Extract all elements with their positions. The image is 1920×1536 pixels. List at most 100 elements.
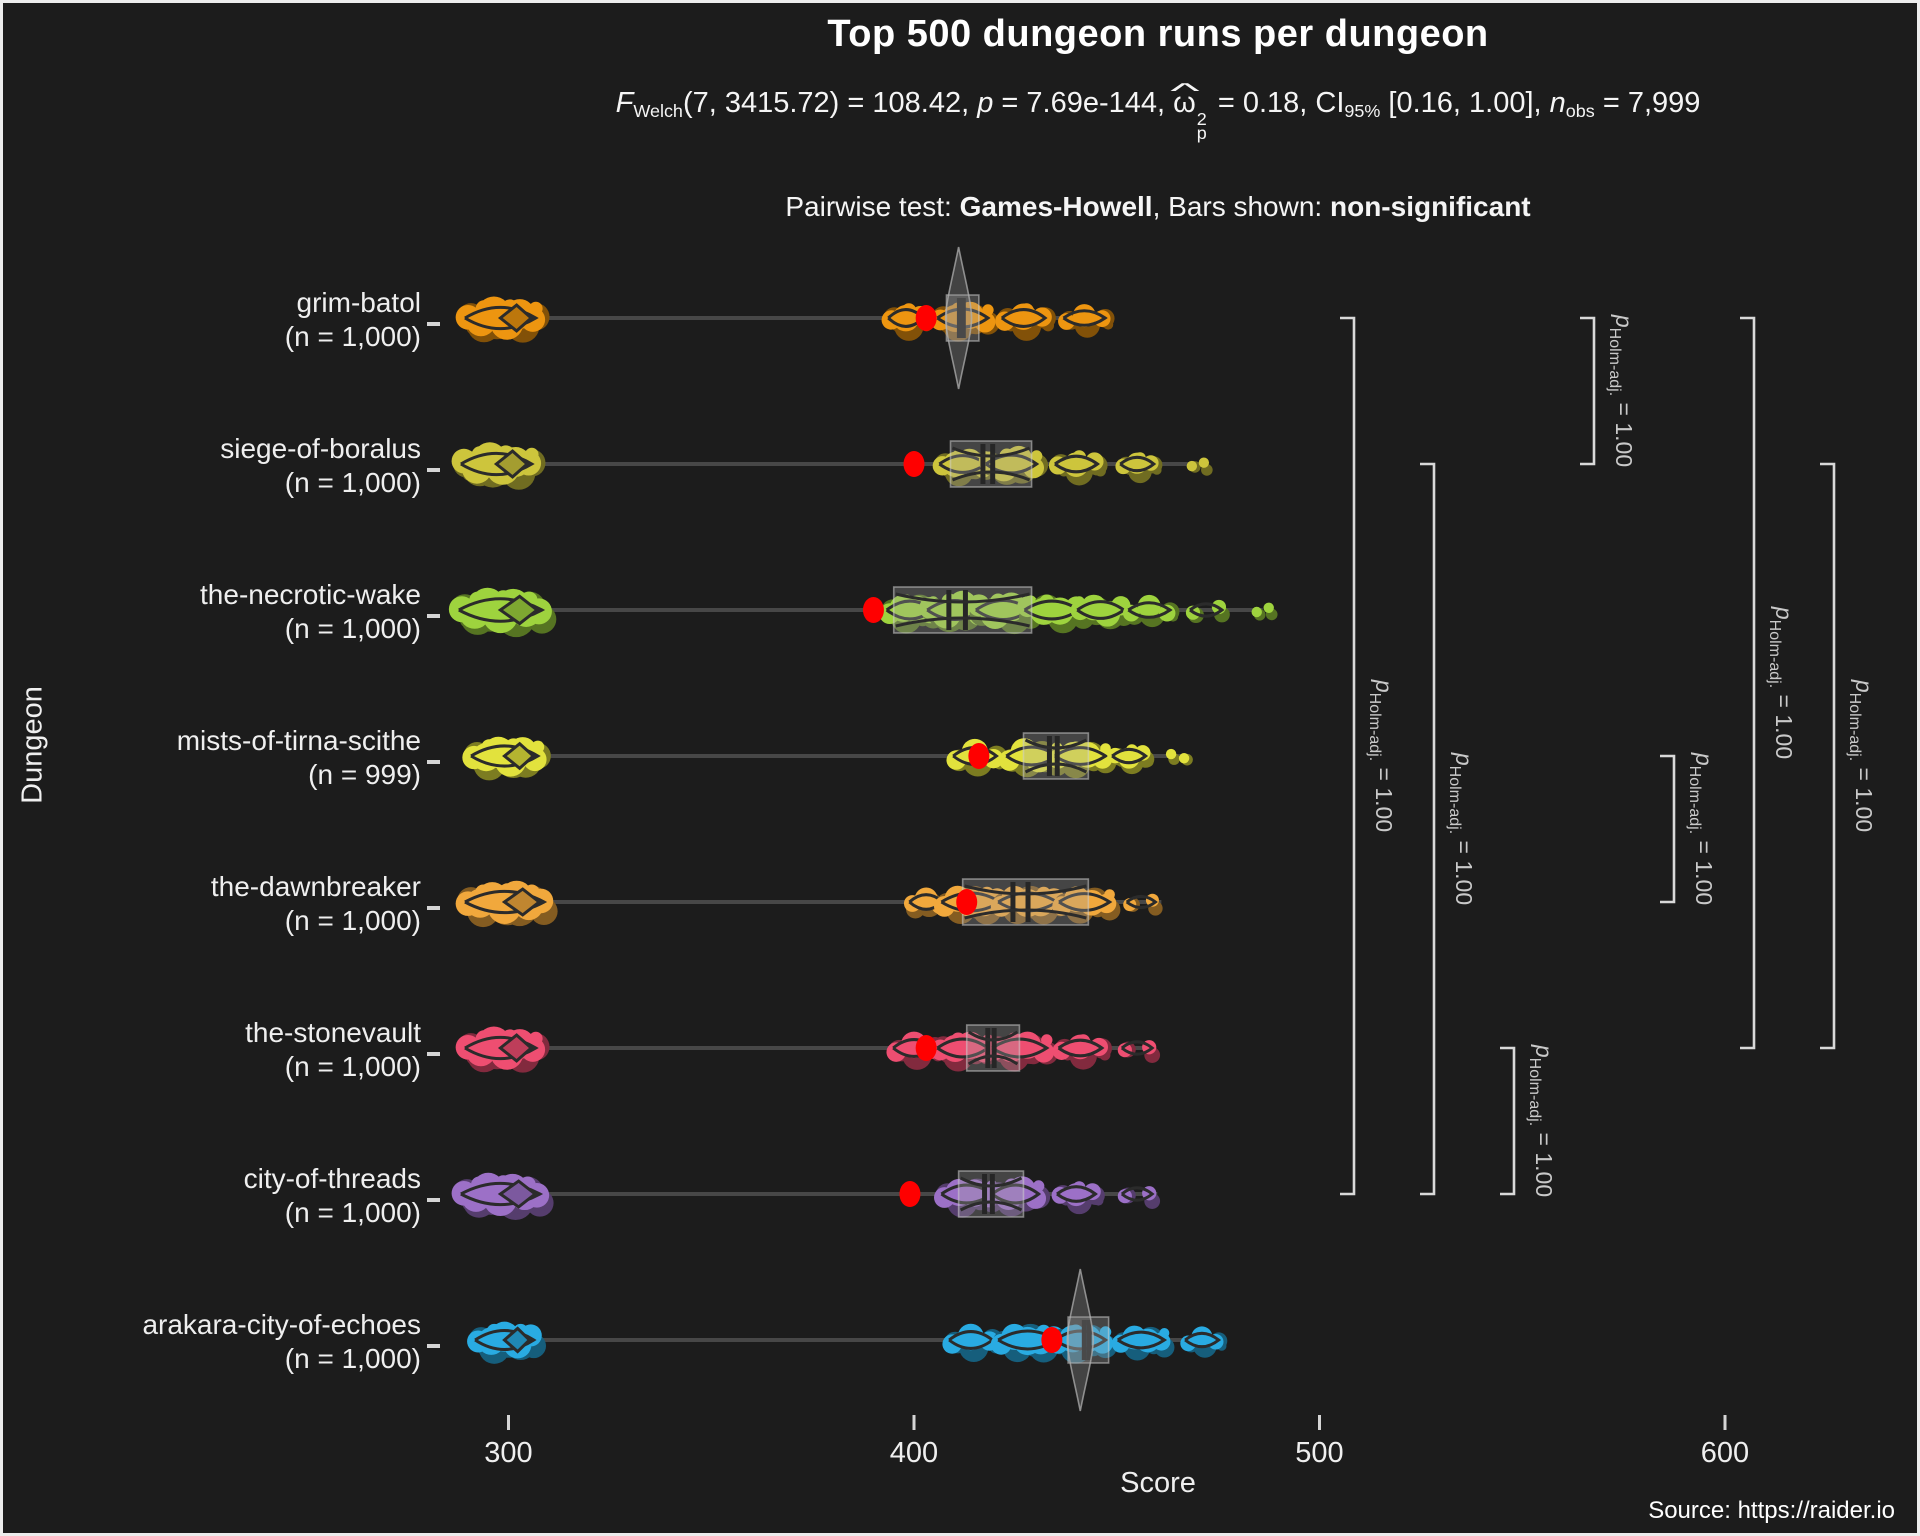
density-diamond (502, 1326, 532, 1354)
bracket-line (1420, 462, 1436, 1196)
density-diamond (497, 303, 534, 333)
source-caption: Source: https://raider.io (1648, 1497, 1895, 1524)
violin-outline (1054, 1329, 1109, 1351)
violin-outline (1120, 1040, 1155, 1056)
density-violin-tall (944, 246, 973, 390)
stats-subtitle: FWelch(7, 3415.72) = 108.42, p = 7.69e-1… (615, 80, 1701, 144)
violin-outline (1054, 746, 1109, 766)
violin-outline (1062, 309, 1108, 327)
density-diamond (497, 594, 540, 626)
violin-outline (1058, 892, 1113, 912)
violin-outline (460, 1181, 544, 1207)
violin-row-the-dawnbreaker: the-dawnbreaker (n = 1,000) (211, 871, 1163, 936)
violin-jitter-chart: 300 400 500 600 grim-batol (n = 1,000) siege-o… (142, 246, 1877, 1469)
jitter-blob (1122, 594, 1180, 628)
bracket-p-label: pHolm-adj. = 1.00 (1446, 752, 1477, 905)
violin-outline (1127, 601, 1173, 619)
density-bowtie (967, 1030, 1019, 1066)
y-axis-label: siege-of-boralus (n = 1,000) (220, 433, 421, 498)
box-iqr (961, 878, 1090, 926)
violin-row-grim-batol: grim-batol (n = 1,000) (285, 246, 1115, 390)
mean-point (903, 451, 925, 477)
comparison-bracket-mists-of-tirna-scithe--the-dawnbreaker: pHolm-adj. = 1.00 (1660, 752, 1717, 905)
y-axis-label: city-of-threads (n = 1,000) (244, 1163, 421, 1228)
density-bowtie (1024, 738, 1088, 774)
violin-outline (460, 451, 535, 477)
violin-outline (464, 889, 548, 915)
comparison-bracket-the-stonevault--city-of-threads: pHolm-adj. = 1.00 (1500, 1044, 1557, 1197)
density-diamond (497, 1033, 534, 1063)
violin-outline (470, 744, 541, 768)
jitter-blob (1117, 1040, 1161, 1063)
violin-outline (1125, 894, 1158, 910)
mean-point (915, 305, 937, 331)
x-tick-label: 300 (484, 1437, 532, 1469)
violin-outline (1119, 455, 1157, 473)
density-diamond (493, 449, 530, 479)
jitter-blob (1048, 450, 1108, 486)
jitter-blob (451, 442, 546, 490)
density-diamond (502, 741, 536, 771)
density-bowtie (895, 592, 1030, 628)
jitter-blob (455, 880, 558, 928)
violin-outline (1120, 1186, 1155, 1202)
y-axis-label: the-necrotic-wake (n = 1,000) (200, 579, 421, 644)
bracket-p-label: pHolm-adj. = 1.00 (1606, 314, 1637, 467)
mean-point (899, 1181, 921, 1207)
bracket-line (1580, 316, 1596, 466)
violin-outline (1184, 1331, 1222, 1349)
bracket-p-label: pHolm-adj. = 1.00 (1686, 752, 1717, 905)
box-iqr (892, 586, 1033, 634)
x-tick-label: 400 (890, 1437, 938, 1469)
x-axis-title: Score (1120, 1467, 1196, 1499)
jitter-blob (1058, 304, 1115, 338)
jitter-blob (1107, 744, 1155, 775)
density-violin-tall (1066, 1268, 1095, 1412)
violin-outline (1189, 602, 1225, 618)
jitter-blob (1051, 1181, 1105, 1215)
comparison-bracket-siege-of-boralus--the-stonevault: pHolm-adj. = 1.00 (1820, 462, 1877, 1050)
violin-outline (1116, 1330, 1168, 1350)
jitter-blob (1117, 1186, 1161, 1209)
jitter-blob (1185, 599, 1230, 624)
jitter-blob (1115, 452, 1163, 484)
violin-outline (952, 746, 999, 766)
violin-outline (1000, 308, 1048, 328)
jitter-blob (1052, 1034, 1113, 1070)
bracket-line (1820, 462, 1836, 1050)
violin-outline (1054, 454, 1100, 474)
bracket-line (1740, 316, 1756, 1050)
jitter-blob (467, 1321, 547, 1364)
violin-outline (1111, 747, 1149, 765)
density-diamond (497, 1179, 538, 1209)
violin-outline (936, 307, 991, 329)
y-axis-label: the-dawnbreaker (n = 1,000) (211, 871, 421, 936)
violin-row-the-stonevault: the-stonevault (n = 1,000) (245, 1017, 1161, 1082)
violin-outline (464, 305, 539, 331)
jitter-blob (1111, 1325, 1175, 1361)
mean-point (968, 743, 990, 769)
jitter-blob (1186, 457, 1213, 476)
y-axis-label: mists-of-tirna-scithe (n = 999) (177, 725, 421, 790)
x-tick-label: 600 (1701, 1437, 1749, 1469)
violin-outline (474, 1329, 537, 1351)
y-axis-title: Dungeon (16, 686, 49, 804)
comparison-bracket-grim-batol--siege-of-boralus: pHolm-adj. = 1.00 (1580, 314, 1637, 467)
x-tick-label: 500 (1295, 1437, 1343, 1469)
jitter-blob (995, 303, 1056, 341)
jitter-blob (455, 1026, 550, 1073)
density-bowtie (951, 446, 1031, 482)
violin-outline (1056, 1185, 1098, 1203)
violin-row-the-necrotic-wake: the-necrotic-wake (n = 1,000) (200, 579, 1278, 644)
jitter-blob (455, 296, 550, 343)
jitter-blob (1180, 1326, 1228, 1358)
violin-outline (464, 1035, 539, 1061)
density-bowtie (959, 1176, 1023, 1212)
y-axis-label: arakara-city-of-echoes (n = 1,000) (142, 1309, 421, 1374)
bracket-p-label: pHolm-adj. = 1.00 (1526, 1044, 1557, 1197)
density-diamond (501, 887, 542, 917)
violin-row-arakara-city-of-echoes: arakara-city-of-echoes (n = 1,000) (142, 1268, 1228, 1412)
mean-point (915, 1035, 937, 1061)
density-bowtie (964, 884, 1087, 920)
